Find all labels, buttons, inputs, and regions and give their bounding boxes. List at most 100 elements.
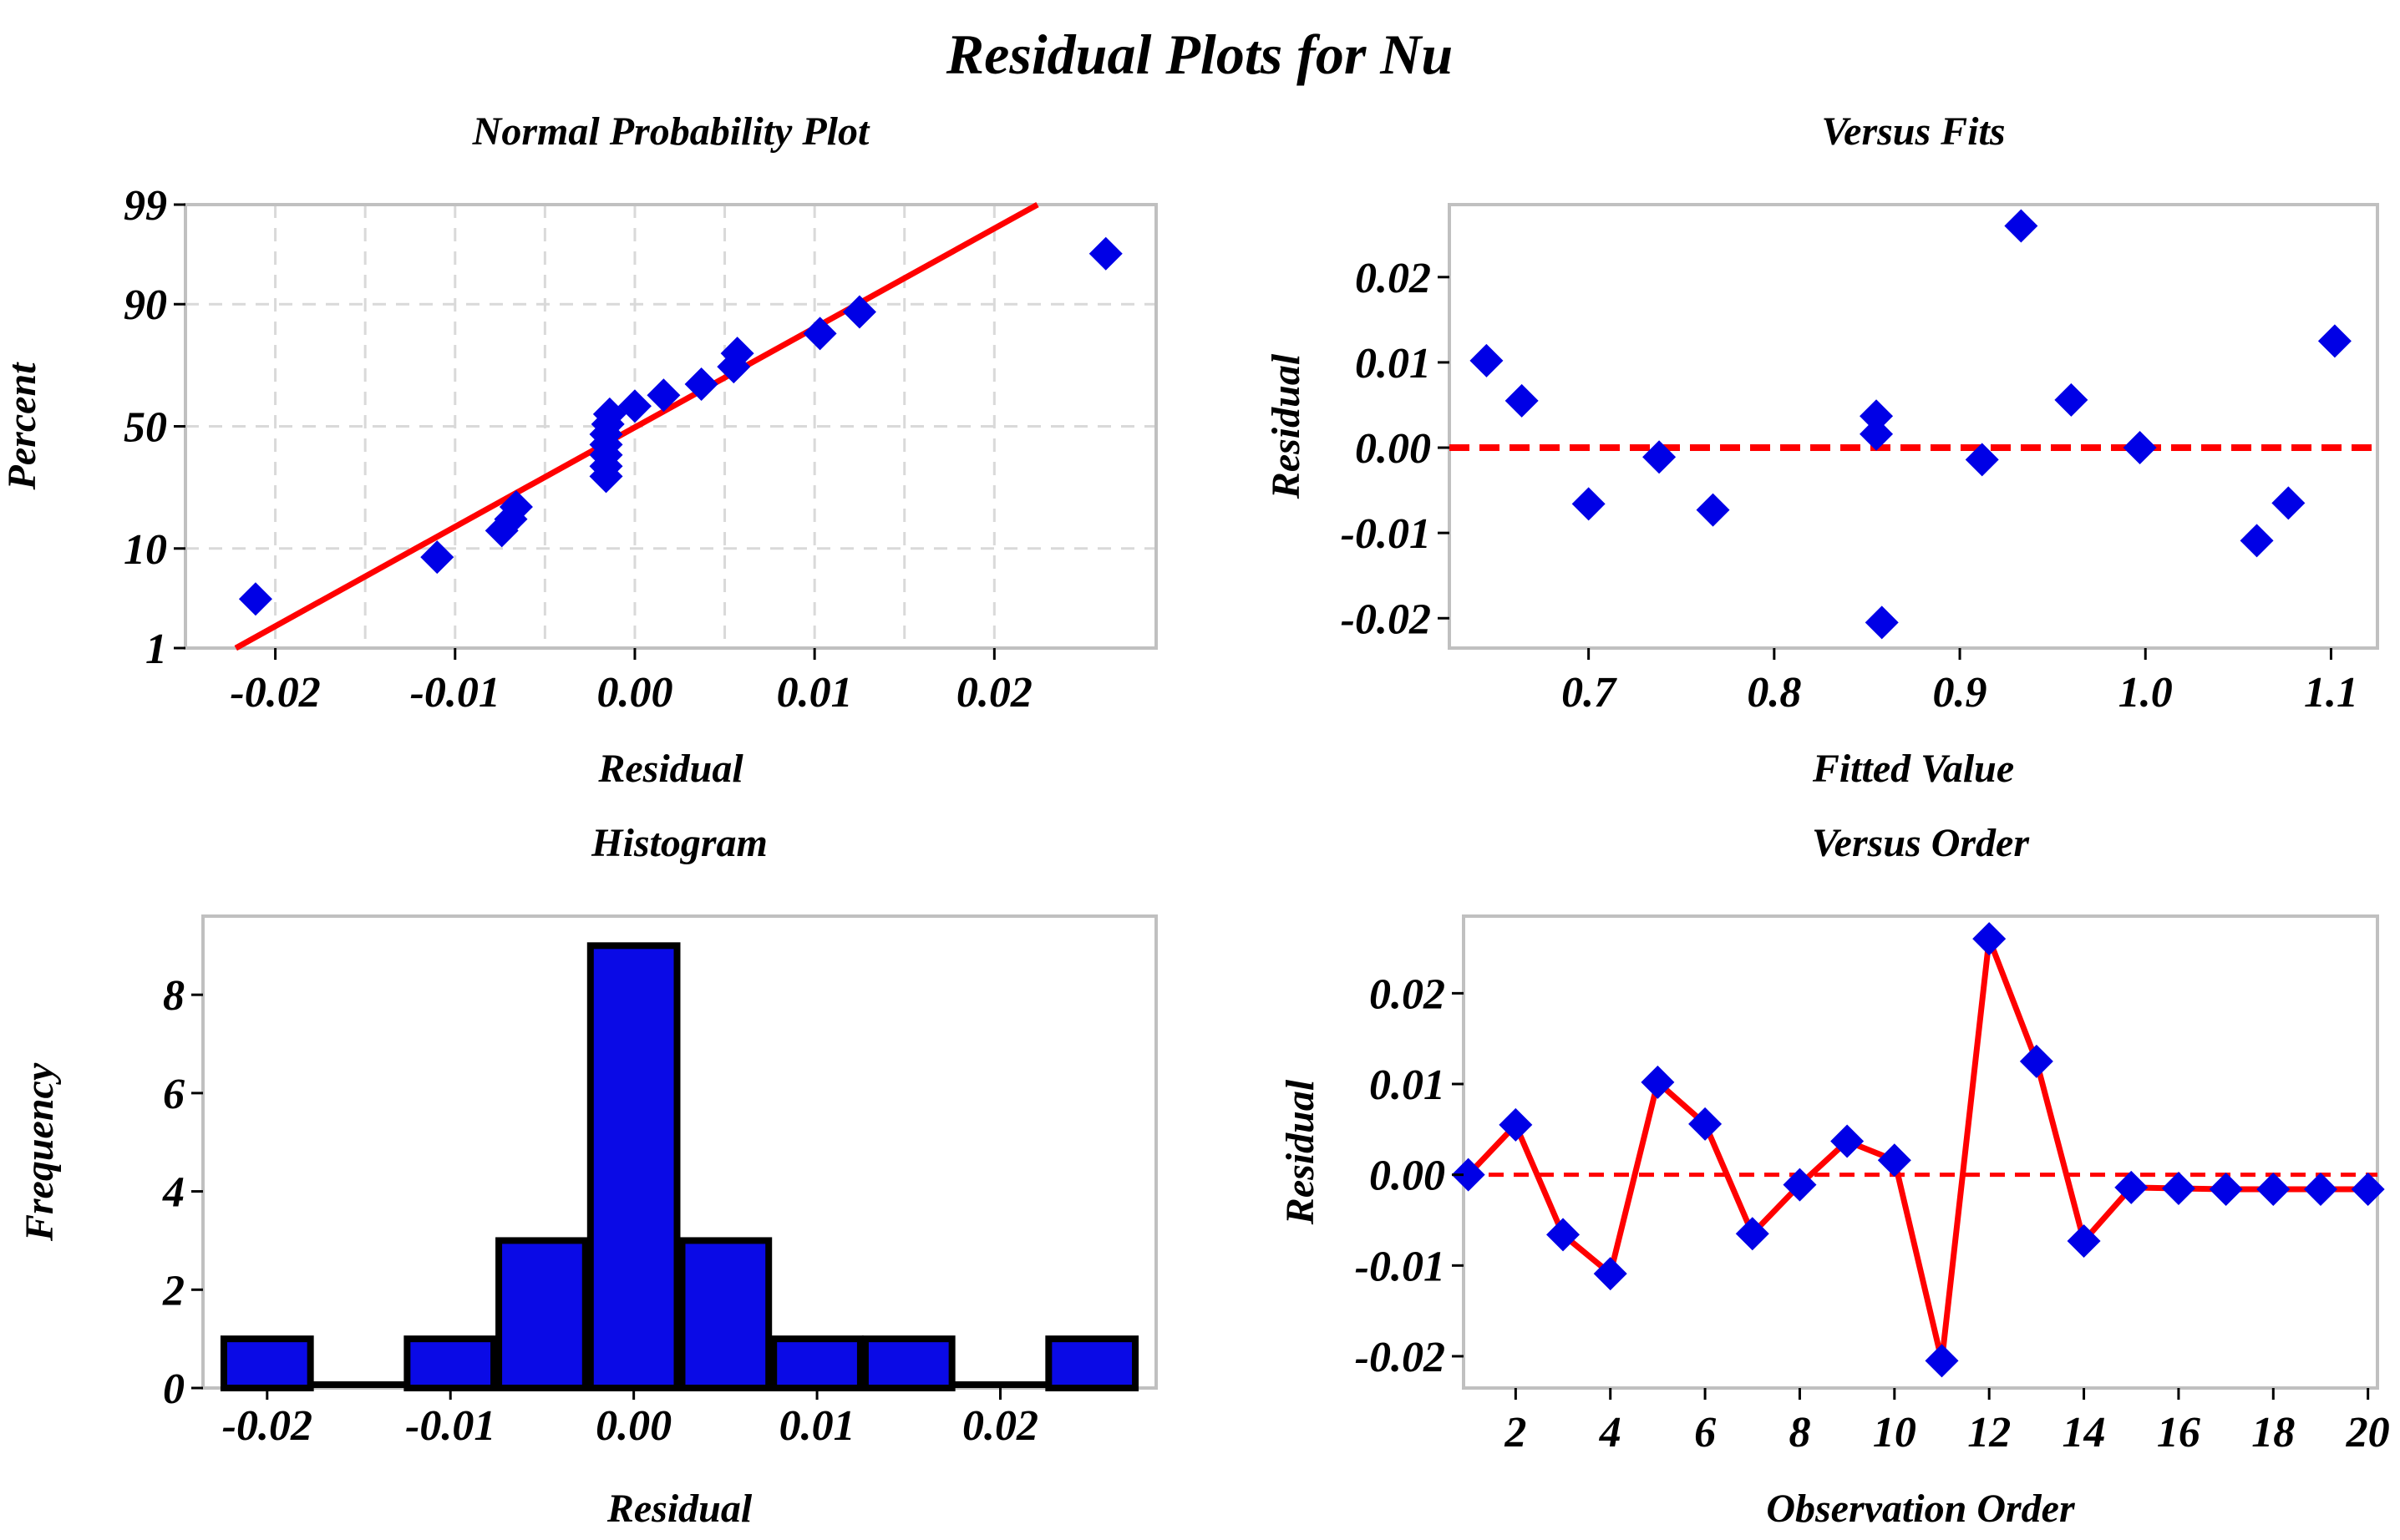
panel-title: Versus Fits [1821,109,2005,154]
histogram-bar [403,1335,498,1392]
x-axis-label: Residual [597,747,743,791]
y-tick-label: 6 [163,1071,185,1118]
x-tick-label: 20 [2346,1409,2390,1456]
y-tick-label: 0.02 [1369,970,1445,1018]
x-tick-label: 18 [2251,1409,2295,1456]
data-point [1877,1143,1911,1178]
x-tick-label: 14 [2063,1409,2106,1456]
x-axis-label: Fitted Value [1812,747,2014,791]
data-point [1830,1124,1865,1158]
y-tick-label: 0.02 [1355,255,1431,302]
plot-frame [1448,203,2379,650]
x-tick-label: 0.8 [1747,669,1801,717]
data-point [238,582,272,616]
data-point [499,489,533,524]
panel-title: Histogram [591,821,768,865]
x-tick-label: 1.1 [2304,669,2358,717]
data-point [1642,440,1677,474]
data-point [2209,1173,2243,1207]
y-tick-label: 4 [162,1169,185,1217]
data-point [2123,431,2157,465]
data-point [1860,399,1894,433]
data-point [1504,383,1539,418]
data-point [1972,922,2007,956]
y-tick-label: 99 [124,182,167,230]
x-tick-label: -0.02 [222,1402,312,1450]
figure-title: Residual Plots for Nu [946,23,1453,86]
x-tick-label: 4 [1599,1409,1621,1456]
y-tick-label: -0.02 [1355,1334,1445,1381]
normal-probability-plot: -0.02 -0.01 0.00 0.01 0.02 1 10 50 90 99 Normal Pr… [0,109,1158,791]
x-tick-label: -0.01 [405,1402,495,1450]
x-tick-label: 0.02 [962,1402,1038,1450]
y-axis-label: Residual [1264,353,1308,499]
histogram-plot: -0.02 -0.01 0.00 0.01 0.02 0 2 4 6 8 Histogram Resi… [18,821,1158,1531]
fit-line [234,201,1039,651]
x-axis-label: Residual [606,1487,753,1531]
data-point [1688,1107,1723,1141]
data-point [2351,1173,2385,1207]
y-axis-label: Residual [1278,1079,1322,1225]
versus-fits-plot: 0.7 0.8 0.9 1.0 1.1 -0.02 -0.01 0.00 0.01 0.02 Ver… [1264,109,2379,791]
histogram-bar [678,1237,773,1391]
y-tick-label: 0.01 [1369,1061,1445,1109]
x-tick-label: 16 [2157,1409,2200,1456]
x-tick-label: 0.02 [956,669,1033,717]
charts-container: -0.02 -0.01 0.00 0.01 0.02 1 10 50 90 99 Normal Pr… [0,109,2390,1531]
x-tick-label: 8 [1789,1409,1810,1456]
x-tick-label: 10 [1873,1409,1916,1456]
histogram-bar [861,1335,956,1392]
y-tick-label: 90 [124,281,167,329]
x-tick-label: -0.02 [230,669,320,717]
histogram-bar [586,942,681,1391]
data-point [1593,1257,1627,1291]
data-point [420,540,454,575]
histogram-bar [770,1335,864,1392]
panel-title: Versus Order [1812,821,2030,865]
x-tick-label: 0.00 [596,1402,672,1450]
histogram-bar [495,1237,589,1391]
data-point [592,397,627,431]
y-tick-label: 0.00 [1355,425,1431,473]
data-point [1546,1218,1581,1252]
data-point [1499,1107,1533,1142]
histogram-bar [1045,1335,1139,1392]
y-tick-label: 0 [163,1365,185,1413]
data-point [1965,443,1999,477]
data-point [842,295,876,329]
data-point [2271,486,2306,520]
data-point [1088,236,1123,271]
series-line [1466,935,2368,1364]
data-point [1735,1217,1769,1251]
data-point [1696,493,1730,527]
x-tick-label: 0.9 [1933,669,1987,717]
data-point [1925,1344,1959,1378]
data-point [1641,1065,1675,1099]
data-point [617,389,652,423]
versus-order-plot: 2 4 6 8 10 12 14 16 18 20 -0.02 -0.01 0.00 0.01 0.02 Ve… [1278,821,2390,1531]
y-tick-label: 1 [145,626,167,673]
y-axis-label: Frequency [18,1062,62,1242]
data-point [647,378,681,413]
data-point [2256,1173,2291,1207]
y-tick-label: 2 [162,1267,185,1315]
x-tick-label: 0.00 [596,669,672,717]
x-tick-label: 2 [1504,1409,1526,1456]
y-tick-label: 0.00 [1369,1152,1445,1200]
y-tick-label: 50 [124,404,167,452]
data-point [684,367,718,401]
x-axis-label: Observation Order [1766,1487,2076,1531]
y-tick-label: 8 [163,972,185,1020]
data-point [803,317,837,351]
data-point [1571,487,1606,521]
data-point [1451,1158,1485,1192]
y-tick-label: -0.01 [1355,1243,1445,1290]
x-tick-label: 0.01 [777,669,853,717]
x-tick-label: 12 [1967,1409,2011,1456]
data-point [2054,382,2088,417]
data-point [2019,1044,2053,1078]
x-tick-label: 6 [1694,1409,1716,1456]
data-point [1469,343,1504,377]
data-point [1860,417,1894,451]
